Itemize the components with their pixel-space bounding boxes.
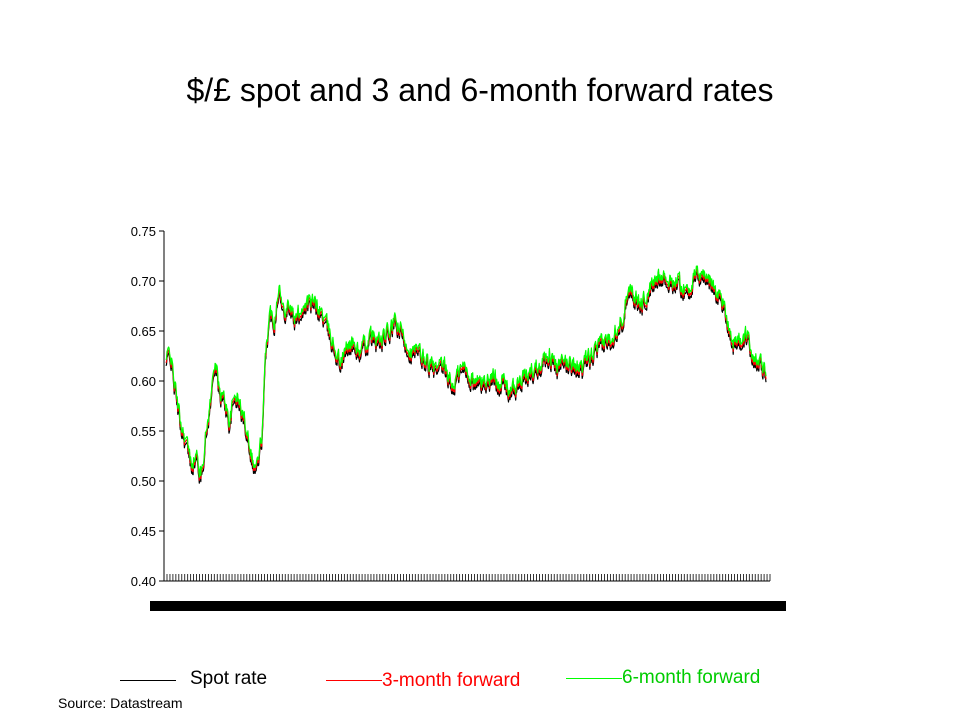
y-tick-label: 0.65 (131, 324, 156, 339)
y-tick-label: 0.55 (131, 424, 156, 439)
series-line-2 (165, 265, 767, 478)
y-tick-label: 0.70 (131, 274, 156, 289)
legend-swatch-spot (120, 680, 176, 681)
legend-label-6m: 6-month forward (622, 667, 761, 688)
chart-title: $/£ spot and 3 and 6-month forward rates (186, 72, 774, 108)
y-axis: 0.75 0.70 0.65 0.60 0.55 0.50 0.45 0.40 (131, 224, 165, 589)
series-layer (165, 265, 767, 484)
y-tick-label: 0.50 (131, 474, 156, 489)
legend-label-spot: Spot rate (190, 668, 268, 689)
legend-swatch-3m (326, 680, 382, 681)
x-tick-labels-band (150, 601, 786, 611)
series-line-1 (165, 268, 767, 481)
source-note: Source: Datastream (58, 695, 183, 711)
legend-swatch-6m (566, 678, 622, 679)
series-line-0 (165, 271, 767, 484)
legend-label-3m: 3-month forward (382, 670, 521, 691)
y-tick-label: 0.75 (131, 224, 156, 239)
line-chart: 0.75 0.70 0.65 0.60 0.55 0.50 0.45 0.40 (131, 224, 786, 611)
x-axis (150, 574, 786, 611)
y-tick-label: 0.45 (131, 524, 156, 539)
y-tick-label: 0.40 (131, 574, 156, 589)
y-tick-label: 0.60 (131, 374, 156, 389)
